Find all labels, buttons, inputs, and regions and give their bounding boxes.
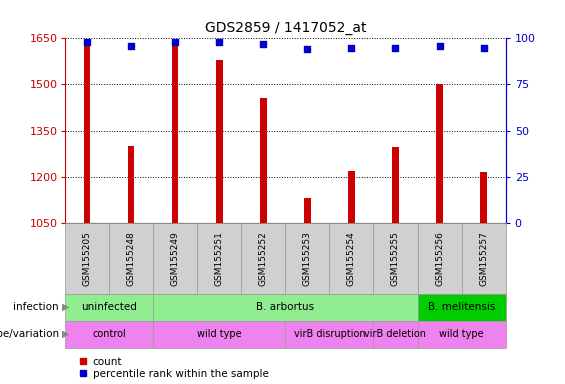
Text: ▶: ▶ xyxy=(62,329,69,339)
Bar xyxy=(65,321,153,348)
Point xyxy=(127,43,136,49)
Bar xyxy=(329,223,373,294)
Bar xyxy=(128,146,134,223)
Bar xyxy=(153,294,418,321)
Text: GSM155251: GSM155251 xyxy=(215,231,224,286)
Bar xyxy=(418,223,462,294)
Point xyxy=(259,41,268,47)
Text: GSM155205: GSM155205 xyxy=(82,231,92,286)
Point xyxy=(435,43,444,49)
Bar xyxy=(197,223,241,294)
Text: wild type: wild type xyxy=(440,329,484,339)
Text: GSM155248: GSM155248 xyxy=(127,231,136,286)
Bar xyxy=(304,198,311,223)
Bar xyxy=(153,223,197,294)
Bar xyxy=(109,223,153,294)
Text: control: control xyxy=(92,329,126,339)
Bar xyxy=(172,46,179,223)
Bar xyxy=(241,223,285,294)
Bar xyxy=(84,41,90,223)
Text: B. arbortus: B. arbortus xyxy=(257,302,314,312)
Bar xyxy=(418,294,506,321)
Bar xyxy=(285,321,373,348)
Bar xyxy=(65,294,153,321)
Bar xyxy=(373,223,418,294)
Bar xyxy=(392,147,399,223)
Text: GSM155255: GSM155255 xyxy=(391,231,400,286)
Point xyxy=(303,46,312,53)
Text: GSM155256: GSM155256 xyxy=(435,231,444,286)
Text: virB deletion: virB deletion xyxy=(364,329,427,339)
Bar xyxy=(260,98,267,223)
Point xyxy=(215,39,224,45)
Bar xyxy=(285,223,329,294)
Text: GSM155249: GSM155249 xyxy=(171,231,180,286)
Text: ▶: ▶ xyxy=(62,302,69,312)
Bar xyxy=(480,172,487,223)
Text: B. melitensis: B. melitensis xyxy=(428,302,496,312)
Point xyxy=(391,45,400,51)
Text: GSM155252: GSM155252 xyxy=(259,231,268,286)
Text: GSM155253: GSM155253 xyxy=(303,231,312,286)
Text: infection: infection xyxy=(13,302,62,312)
Bar xyxy=(65,223,109,294)
Text: GSM155257: GSM155257 xyxy=(479,231,488,286)
Bar xyxy=(436,84,443,223)
Point xyxy=(82,39,92,45)
Bar xyxy=(348,171,355,223)
Text: GSM155254: GSM155254 xyxy=(347,231,356,286)
Point xyxy=(479,45,488,51)
Point xyxy=(347,45,356,51)
Bar xyxy=(418,321,506,348)
Title: GDS2859 / 1417052_at: GDS2859 / 1417052_at xyxy=(205,21,366,35)
Text: virB disruption: virB disruption xyxy=(294,329,365,339)
Bar xyxy=(373,321,418,348)
Text: genotype/variation: genotype/variation xyxy=(0,329,62,339)
Bar xyxy=(153,321,285,348)
Legend: count, percentile rank within the sample: count, percentile rank within the sample xyxy=(79,357,268,379)
Bar xyxy=(462,223,506,294)
Bar xyxy=(216,60,223,223)
Text: wild type: wild type xyxy=(197,329,241,339)
Point xyxy=(171,39,180,45)
Text: uninfected: uninfected xyxy=(81,302,137,312)
